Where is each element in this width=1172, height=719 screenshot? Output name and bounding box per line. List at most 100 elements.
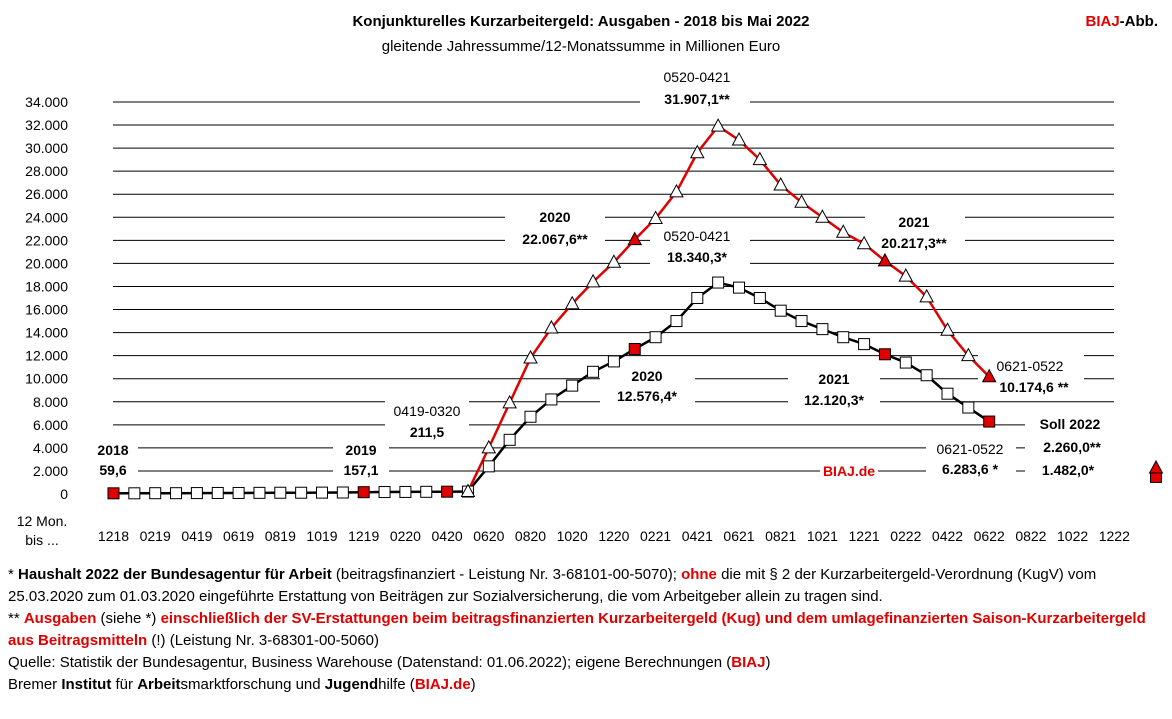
y-tick-label: 30.000 — [25, 140, 68, 156]
source-brand: BIAJ — [731, 654, 766, 671]
data-point-triangle — [835, 224, 851, 238]
x-tick-label: 0820 — [515, 528, 546, 544]
label-last-red-period: 0621-0522 — [997, 358, 1064, 374]
institute-line: Bremer Institut für Arbeitsmarktforschun… — [8, 674, 1168, 696]
y-tick-label: 2.000 — [33, 463, 68, 479]
y-tick-label: 10.000 — [25, 371, 68, 387]
label-2019-year: 2019 — [345, 442, 376, 458]
label-2020-red-value: 22.067,6** — [522, 231, 588, 247]
label-peak-red-period: 0520-0421 — [664, 69, 731, 85]
data-point-square — [149, 487, 162, 500]
source-suffix: ) — [765, 654, 771, 671]
data-point-triangle — [815, 209, 830, 223]
data-point-triangle — [669, 183, 684, 198]
data-point-square — [357, 486, 370, 499]
data-point-triangle — [689, 144, 705, 159]
n2-red1: Ausgaben — [23, 610, 97, 627]
n1-mid: (beitragsfinanziert - Leistung Nr. 3-681… — [331, 566, 682, 583]
data-point-square — [336, 486, 349, 499]
label-peak-red-value: 31.907,1** — [664, 91, 730, 107]
series-line-with-sv — [466, 124, 991, 493]
x-tick-label: 0220 — [390, 528, 421, 544]
inst-w5: smarktforschung und — [180, 676, 325, 693]
gridlines — [113, 101, 1114, 472]
y-tick-label: 14.000 — [25, 325, 68, 341]
data-point-square — [858, 338, 871, 351]
data-point-triangle — [627, 231, 643, 246]
x-axis-title-line1: 12 Mon. — [17, 513, 68, 529]
inst-w4: Arbeit — [137, 676, 181, 693]
x-tick-label: 0822 — [1015, 528, 1046, 544]
data-point-triangle — [606, 254, 622, 268]
data-point-square — [441, 485, 454, 498]
label-last-red-value: 10.174,6 ** — [999, 379, 1069, 395]
y-tick-label: 18.000 — [25, 278, 68, 294]
data-point-triangle — [585, 273, 601, 288]
data-point-triangle — [710, 118, 726, 132]
n1-red: ohne — [681, 566, 717, 583]
data-point-triangle — [752, 151, 768, 166]
label-soll-with-sv: 2.260,0** — [1043, 439, 1101, 455]
x-tick-label: 0420 — [432, 528, 463, 544]
series-markers — [107, 118, 1164, 500]
data-point-square — [941, 387, 954, 400]
data-point-square — [607, 355, 620, 368]
data-point-square — [566, 379, 579, 392]
inst-w1: Bremer — [8, 676, 62, 693]
x-tick-label: 1019 — [306, 528, 337, 544]
n2-rest: (!) (Leistung Nr. 3-68301-00-5060) — [147, 632, 380, 649]
target-point-with-sv — [1148, 459, 1164, 474]
data-point-square — [878, 348, 891, 361]
footnote-1: * Haushalt 2022 der Bundesagentur für Ar… — [8, 564, 1168, 608]
n2-red2: einschließlich der SV-Erstattungen beim … — [8, 610, 1146, 649]
badge-brand: BIAJ — [1085, 13, 1119, 30]
data-point-square — [274, 486, 287, 499]
y-tick-label: 16.000 — [25, 302, 68, 318]
badge-suffix: -Abb. — [1120, 13, 1158, 30]
x-tick-label: 1220 — [598, 528, 629, 544]
y-tick-label: 0 — [60, 486, 68, 502]
source-prefix: Quelle: Statistik der Bundesagentur, Bus… — [8, 654, 732, 671]
data-point-square — [587, 365, 600, 378]
n1-bold: Haushalt 2022 der Bundesagentur für Arbe… — [18, 566, 332, 583]
x-tick-label: 0422 — [932, 528, 963, 544]
y-tick-label: 28.000 — [25, 163, 68, 179]
inst-w8: ) — [470, 676, 476, 693]
data-point-square — [962, 401, 975, 414]
x-tick-label: 0619 — [223, 528, 254, 544]
inst-brand: BIAJ.de — [414, 676, 471, 693]
x-axis-title-line2: bis ... — [25, 532, 58, 548]
biaj-badge: BIAJ-Abb. — [1085, 13, 1158, 30]
data-point-triangle — [940, 322, 955, 336]
x-tick-label: 0421 — [682, 528, 713, 544]
label-2021-black-year: 2021 — [818, 371, 849, 387]
data-point-triangle — [981, 368, 997, 383]
data-point-square — [524, 410, 537, 423]
x-axis: 1218 0219 0419 0619 0819 1019 1219 0220 0420 0620… — [98, 528, 1130, 544]
data-point-triangle — [564, 295, 580, 310]
data-point-square — [316, 486, 328, 499]
label-2018-year: 2018 — [97, 442, 128, 458]
x-tick-label: 1221 — [849, 528, 880, 544]
data-point-triangle — [898, 268, 914, 282]
data-point-square — [753, 292, 766, 304]
data-point-square — [107, 487, 120, 500]
label-last-black-value: 6.283,6 * — [942, 461, 999, 477]
data-point-square — [482, 460, 495, 473]
y-tick-label: 6.000 — [33, 417, 68, 433]
watermark: BIAJ.de — [823, 463, 875, 479]
label-2020-black-year: 2020 — [631, 368, 662, 384]
inst-w6: Jugend — [324, 676, 379, 693]
annotations: 2018 59,6 2019 157,1 0419-0320 211,5 052… — [88, 69, 1115, 482]
y-tick-label: 12.000 — [25, 348, 68, 364]
data-point-square — [253, 486, 266, 499]
x-tick-label: 0219 — [140, 528, 171, 544]
label-2020-black-value: 12.576,4* — [617, 388, 677, 404]
y-tick-label: 22.000 — [25, 232, 68, 248]
label-peak-black-period: 0520-0421 — [664, 228, 731, 244]
y-tick-label: 32.000 — [25, 117, 68, 133]
x-tick-label: 0419 — [181, 528, 212, 544]
y-tick-label: 20.000 — [25, 255, 68, 271]
data-point-square — [190, 487, 203, 500]
data-point-triangle — [460, 483, 476, 498]
